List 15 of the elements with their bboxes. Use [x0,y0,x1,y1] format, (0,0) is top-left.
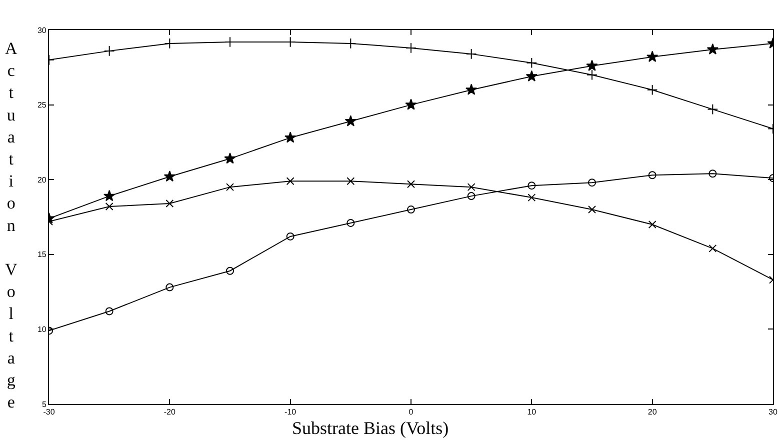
x-tick-label: 20 [648,408,658,417]
x-axis-title: Substrate Bias (Volts) [292,418,449,438]
y-tick-label: 20 [37,175,47,184]
y-tick-label: 25 [37,100,47,110]
x-tick-label: 0 [408,408,414,417]
y-tick-label: 15 [37,250,47,260]
text: Actuation Voltage [5,39,18,412]
x-tick-label: -10 [284,408,297,417]
x-tick-label: -30 [43,408,56,417]
y-tick-label: 5 [42,400,47,409]
y-tick-label: 10 [37,325,47,334]
x-tick-label: -20 [164,408,176,417]
y-tick-label: 30 [37,26,47,35]
x-tick-label: 10 [527,408,537,417]
x-tick-label: 30 [768,408,778,417]
